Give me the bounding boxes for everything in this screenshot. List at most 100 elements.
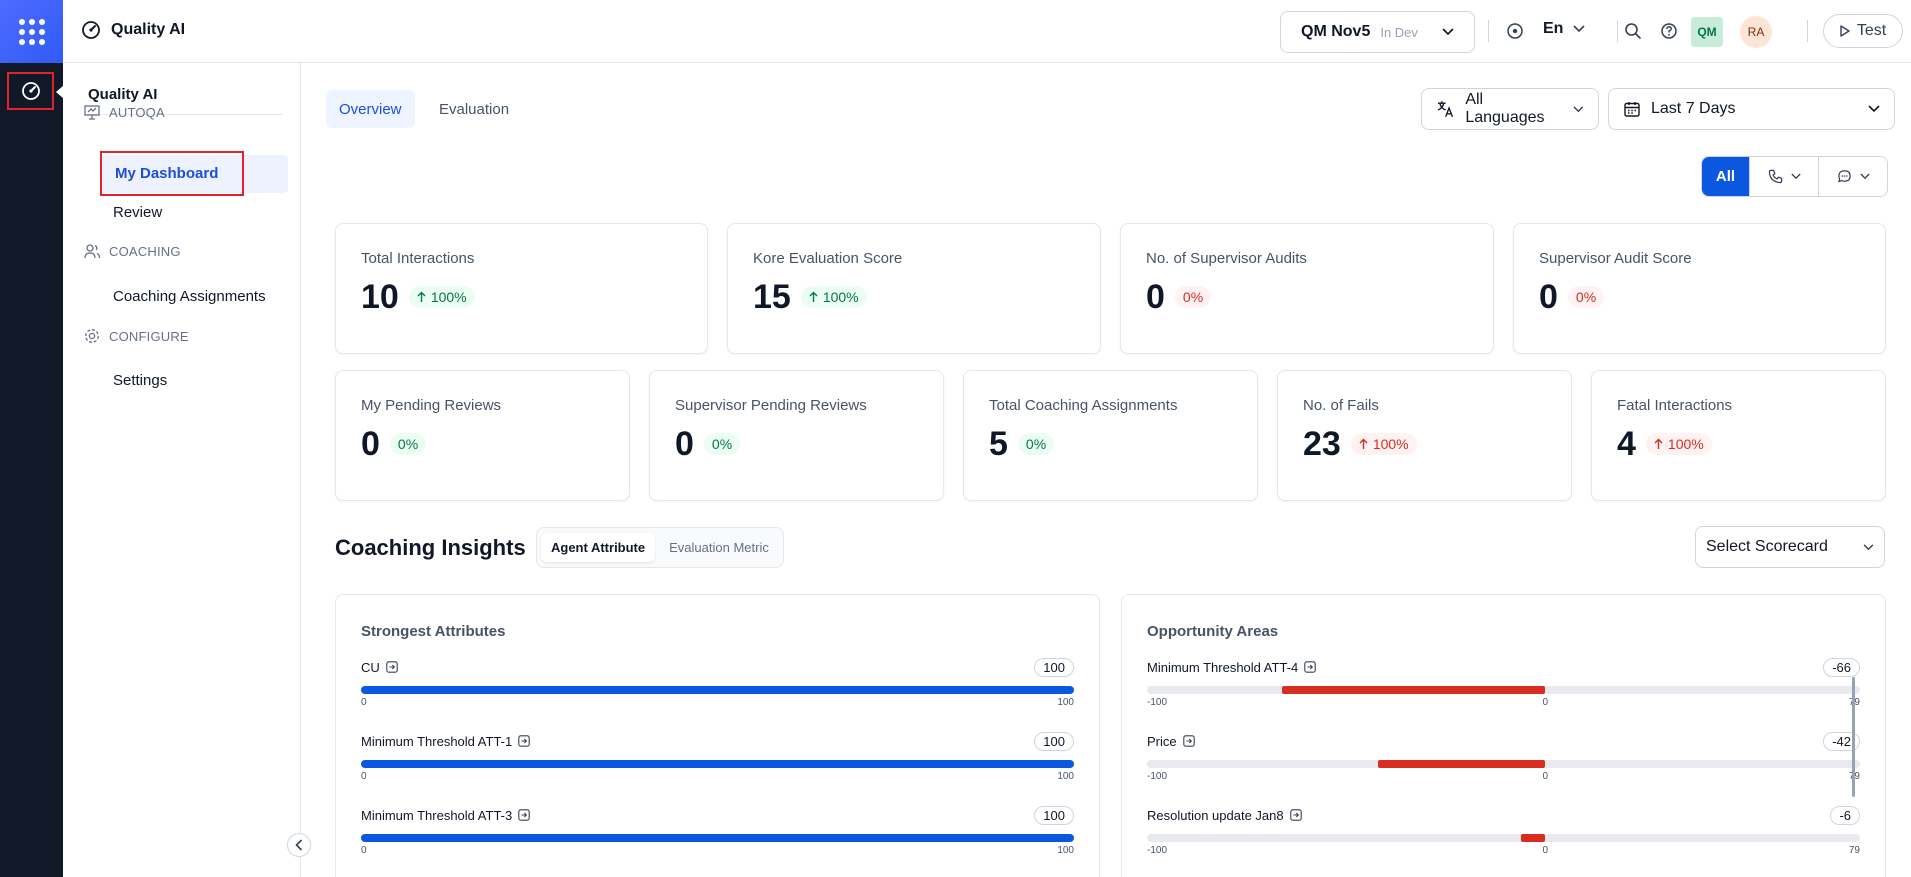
strongest-attributes-panel: Strongest Attributes CU 100 0 100 Minimum Th…: [335, 594, 1100, 877]
channel-all-button[interactable]: All: [1702, 157, 1749, 196]
attribute-bar-track: [361, 686, 1074, 694]
metric-card[interactable]: Total Interactions 10 100%: [335, 223, 708, 354]
sidebar-section-configure: CONFIGURE: [83, 327, 189, 345]
panel-title: Strongest Attributes: [361, 623, 506, 640]
attribute-bar-fill: [1521, 834, 1546, 842]
metric-value: 0: [1146, 278, 1165, 316]
environment-select[interactable]: QM Nov5 In Dev: [1280, 11, 1475, 53]
metric-label: Total Coaching Assignments: [989, 397, 1178, 414]
scale-max: 100: [1057, 845, 1074, 856]
date-range-filter[interactable]: Last 7 Days: [1608, 88, 1895, 130]
scorecard-select[interactable]: Select Scorecard: [1695, 526, 1885, 568]
attribute-name: Minimum Threshold ATT-3: [361, 807, 513, 823]
test-button[interactable]: Test: [1823, 14, 1903, 48]
metric-change: 0%: [711, 436, 733, 452]
metric-change-badge: 0%: [1017, 433, 1055, 455]
app-title-text: Quality AI: [111, 21, 186, 38]
metric-change: 0%: [1575, 289, 1597, 305]
metric-value: 0: [675, 425, 694, 463]
panel-scrollbar[interactable]: [1852, 677, 1855, 797]
metric-label: Fatal Interactions: [1617, 397, 1733, 414]
open-detail-icon[interactable]: [1289, 809, 1302, 821]
metric-card[interactable]: Fatal Interactions 4 100%: [1591, 370, 1886, 501]
translate-icon: [1437, 101, 1454, 117]
sidebar-section-coaching: COACHING: [83, 242, 181, 260]
presentation-icon: [84, 105, 100, 120]
insight-type-toggle: Agent Attribute Evaluation Metric: [536, 527, 784, 568]
open-detail-icon[interactable]: [1182, 735, 1195, 747]
phone-icon: [1768, 169, 1782, 184]
toggle-agent-attribute[interactable]: Agent Attribute: [541, 533, 656, 562]
open-detail-icon[interactable]: [386, 661, 398, 673]
scale-mid: 0: [1542, 845, 1549, 856]
chevron-down-icon: [1573, 25, 1586, 33]
metric-card[interactable]: My Pending Reviews 0 0%: [335, 370, 630, 501]
metric-value: 15: [753, 278, 791, 316]
open-detail-icon[interactable]: [518, 735, 530, 747]
attribute-name: Resolution update Jan8: [1147, 807, 1284, 823]
metric-label: Supervisor Pending Reviews: [675, 397, 867, 414]
sidebar-section-autoqa: AUTOQA: [83, 103, 165, 121]
scale-max: 100: [1057, 697, 1074, 708]
metric-card[interactable]: Total Coaching Assignments 5 0%: [963, 370, 1258, 501]
toggle-evaluation-metric[interactable]: Evaluation Metric: [669, 540, 769, 555]
opportunity-row: Resolution update Jan8 -6 -100 0 79: [1147, 805, 1860, 865]
avatar-qm[interactable]: QM: [1691, 17, 1723, 47]
rail-quality-ai-icon[interactable]: [7, 72, 54, 110]
sidebar-item-my-dashboard[interactable]: My Dashboard: [100, 151, 244, 196]
attribute-bar-track: [1147, 760, 1860, 768]
open-detail-icon[interactable]: [1304, 661, 1316, 673]
apps-grid-icon[interactable]: [0, 0, 63, 63]
search-icon[interactable]: [1624, 22, 1642, 40]
tab-evaluation[interactable]: Evaluation: [439, 100, 510, 118]
metric-card[interactable]: No. of Supervisor Audits 0 0%: [1120, 223, 1494, 354]
metric-card[interactable]: No. of Fails 23 100%: [1277, 370, 1572, 501]
attribute-score: 100: [1034, 657, 1074, 677]
arrow-up-icon: [1654, 438, 1663, 449]
sidebar-item-settings[interactable]: Settings: [113, 372, 168, 389]
attribute-bar-fill: [1378, 760, 1546, 768]
metric-label: My Pending Reviews: [361, 397, 502, 414]
avatar-user[interactable]: RA: [1740, 16, 1772, 48]
scorecard-placeholder: Select Scorecard: [1706, 538, 1828, 555]
metric-label: No. of Fails: [1303, 397, 1379, 414]
coaching-insights-title: Coaching Insights: [335, 535, 526, 560]
attribute-name: Minimum Threshold ATT-4: [1147, 659, 1299, 675]
divider: [1617, 20, 1618, 42]
panel-title: Opportunity Areas: [1147, 623, 1279, 640]
open-detail-icon[interactable]: [518, 809, 530, 821]
tab-overview[interactable]: Overview: [326, 90, 415, 128]
attribute-name: Minimum Threshold ATT-1: [361, 733, 513, 749]
chevron-down-icon: [1790, 173, 1801, 180]
sidebar-item-coaching-assignments[interactable]: Coaching Assignments: [113, 288, 266, 305]
app-title: Quality AI: [81, 20, 185, 40]
channel-voice-button[interactable]: [1749, 157, 1818, 196]
collapse-sidebar-button[interactable]: [287, 833, 311, 857]
metric-value: 0: [1539, 278, 1558, 316]
language-select[interactable]: En: [1543, 20, 1586, 38]
scale-min: -100: [1147, 697, 1168, 708]
sidebar-item-review[interactable]: Review: [113, 204, 163, 221]
sidebar-section-label: CONFIGURE: [109, 328, 189, 344]
metric-card[interactable]: Supervisor Pending Reviews 0 0%: [649, 370, 944, 501]
channel-filter: All: [1701, 156, 1888, 197]
attribute-row: CU 100 0 100: [361, 657, 1074, 717]
arrow-up-icon: [417, 291, 426, 302]
metric-card[interactable]: Kore Evaluation Score 15 100%: [727, 223, 1101, 354]
help-icon[interactable]: [1660, 22, 1678, 40]
attribute-bar-track: [1147, 686, 1860, 694]
language-filter[interactable]: All Languages: [1421, 88, 1599, 130]
metric-change: 100%: [1667, 436, 1704, 452]
metric-change-badge: 0%: [389, 433, 427, 455]
sidebar-active-background: [100, 155, 288, 193]
channel-chat-button[interactable]: [1818, 157, 1887, 196]
date-range-label: Last 7 Days: [1651, 100, 1736, 117]
sidebar-item-label: My Dashboard: [115, 165, 219, 182]
target-icon[interactable]: [1506, 22, 1524, 40]
metric-label: Kore Evaluation Score: [753, 250, 903, 267]
chevron-left-icon: [295, 839, 303, 851]
metric-change-badge: 100%: [1350, 433, 1417, 455]
metric-card[interactable]: Supervisor Audit Score 0 0%: [1513, 223, 1886, 354]
attribute-bar-track: [1147, 834, 1860, 842]
environment-name: QM Nov5: [1301, 23, 1371, 40]
